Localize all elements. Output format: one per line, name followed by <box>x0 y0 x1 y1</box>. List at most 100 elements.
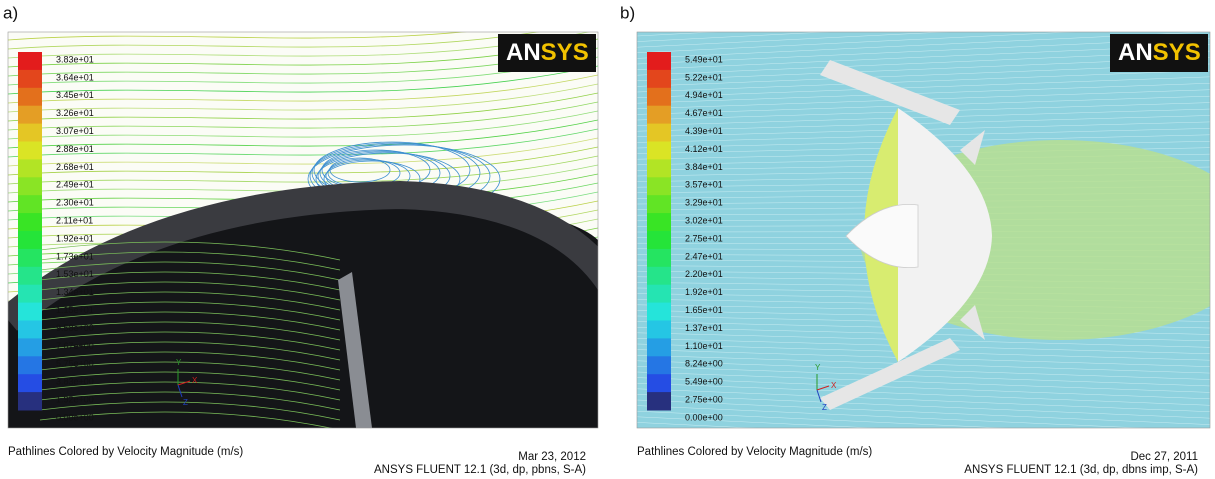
color-swatch <box>18 159 42 177</box>
legend-label: 1.73e+01 <box>56 251 94 261</box>
logo-part: AN <box>506 39 541 66</box>
color-swatch <box>647 303 671 321</box>
color-swatch <box>647 249 671 267</box>
cfd-view: 5.49e+01 5.22e+01 4.94e+01 4.67e+01 4.39e+01… <box>637 6 1215 450</box>
legend-label: 2.20e+01 <box>685 269 723 279</box>
triad-label: Y <box>815 363 821 372</box>
color-swatch <box>647 195 671 213</box>
legend-label: 5.49e+00 <box>685 377 723 387</box>
legend-label: 1.10e+01 <box>685 341 723 351</box>
legend-label: 1.15e+01 <box>56 305 94 315</box>
legend-label: 3.07e+01 <box>56 126 94 136</box>
legend-label: 1.53e+01 <box>56 269 94 279</box>
legend-label: 3.26e+01 <box>56 108 94 118</box>
color-swatch <box>18 249 42 267</box>
legend-label: 0.00e+00 <box>56 412 94 422</box>
caption: Pathlines Colored by Velocity Magnitude … <box>8 446 243 458</box>
legend-label: 4.94e+01 <box>685 90 723 100</box>
legend-label: 2.49e+01 <box>56 180 94 190</box>
solver: ANSYS FLUENT 12.1 (3d, dp, pbns, S-A) <box>374 464 586 476</box>
legend-label: 3.64e+01 <box>56 72 94 82</box>
legend-label: 1.34e+01 <box>56 287 94 297</box>
legend-label: 3.83e+00 <box>56 377 94 387</box>
color-swatch <box>647 213 671 231</box>
legend-label: 4.39e+01 <box>685 126 723 136</box>
logo: ANSYS <box>506 39 589 66</box>
color-swatch <box>18 321 42 339</box>
triad-label: Z <box>822 403 827 412</box>
color-swatch <box>18 213 42 231</box>
color-swatch <box>18 392 42 410</box>
legend-label: 1.65e+01 <box>685 305 723 315</box>
legend-label: 2.47e+01 <box>685 251 723 261</box>
legend-label: 2.75e+01 <box>685 233 723 243</box>
color-swatch <box>18 231 42 249</box>
color-swatch <box>18 195 42 213</box>
legend-label: 2.75e+00 <box>685 394 723 404</box>
color-swatch <box>18 106 42 124</box>
color-swatch <box>647 52 671 70</box>
color-swatch <box>18 267 42 285</box>
triad-label: X <box>831 381 837 390</box>
color-swatch <box>647 321 671 339</box>
color-swatch <box>18 338 42 356</box>
color-swatch <box>647 142 671 160</box>
color-swatch <box>647 356 671 374</box>
legend-label: 0.00e+00 <box>685 412 723 422</box>
legend-label: 3.02e+01 <box>685 215 723 225</box>
legend-label: 9.58e+00 <box>56 323 94 333</box>
date: Mar 23, 2012 <box>518 451 586 463</box>
legend-label: 3.29e+01 <box>685 198 723 208</box>
color-swatch <box>647 231 671 249</box>
legend-label: 2.68e+01 <box>56 162 94 172</box>
legend-label: 4.67e+01 <box>685 108 723 118</box>
legend-label: 2.30e+01 <box>56 198 94 208</box>
color-swatch <box>647 285 671 303</box>
color-swatch <box>647 70 671 88</box>
figure: a)3.83e+013.64e+013.45e+013.26e+013.07e+… <box>0 0 1215 479</box>
triad-label: X <box>192 376 198 385</box>
legend-label: 2.88e+01 <box>56 144 94 154</box>
panel-label: b) <box>620 3 635 22</box>
color-swatch <box>18 177 42 195</box>
logo-part: SYS <box>1153 39 1201 66</box>
color-swatch <box>647 159 671 177</box>
color-swatch <box>18 52 42 70</box>
color-swatch <box>647 267 671 285</box>
color-swatch <box>18 285 42 303</box>
legend-label: 3.84e+01 <box>685 162 723 172</box>
logo-part: AN <box>1118 39 1153 66</box>
color-swatch <box>18 142 42 160</box>
legend-label: 3.45e+01 <box>56 90 94 100</box>
legend-label: 2.11e+01 <box>56 215 93 225</box>
legend-label: 5.49e+01 <box>685 54 723 64</box>
legend-label: 1.37e+01 <box>685 323 723 333</box>
triad-label: Y <box>176 358 182 367</box>
legend-label: 3.57e+01 <box>685 180 723 190</box>
color-swatch <box>647 338 671 356</box>
legend-label: 5.75e+00 <box>56 359 94 369</box>
logo: ANSYS <box>1118 39 1201 66</box>
color-swatch <box>647 392 671 410</box>
legend-label: 1.92e+00 <box>56 394 94 404</box>
legend-label: 7.67e+00 <box>56 341 94 351</box>
color-swatch <box>647 374 671 392</box>
triad-label: Z <box>183 398 188 407</box>
color-swatch <box>647 106 671 124</box>
legend-label: 8.24e+00 <box>685 359 723 369</box>
solver: ANSYS FLUENT 12.1 (3d, dp, dbns imp, S-A… <box>964 464 1198 476</box>
date: Dec 27, 2011 <box>1130 451 1198 463</box>
logo-part: SYS <box>541 39 589 66</box>
legend-label: 1.92e+01 <box>685 287 723 297</box>
legend-label: 5.22e+01 <box>685 72 723 82</box>
legend-label: 4.12e+01 <box>685 144 723 154</box>
color-swatch <box>647 88 671 106</box>
color-swatch <box>18 374 42 392</box>
color-swatch <box>647 124 671 142</box>
cfd-view: 3.83e+013.64e+013.45e+013.26e+013.07e+01… <box>8 12 620 430</box>
color-swatch <box>647 177 671 195</box>
color-swatch <box>18 70 42 88</box>
panel-label: a) <box>3 3 18 22</box>
color-swatch <box>18 303 42 321</box>
color-swatch <box>18 88 42 106</box>
